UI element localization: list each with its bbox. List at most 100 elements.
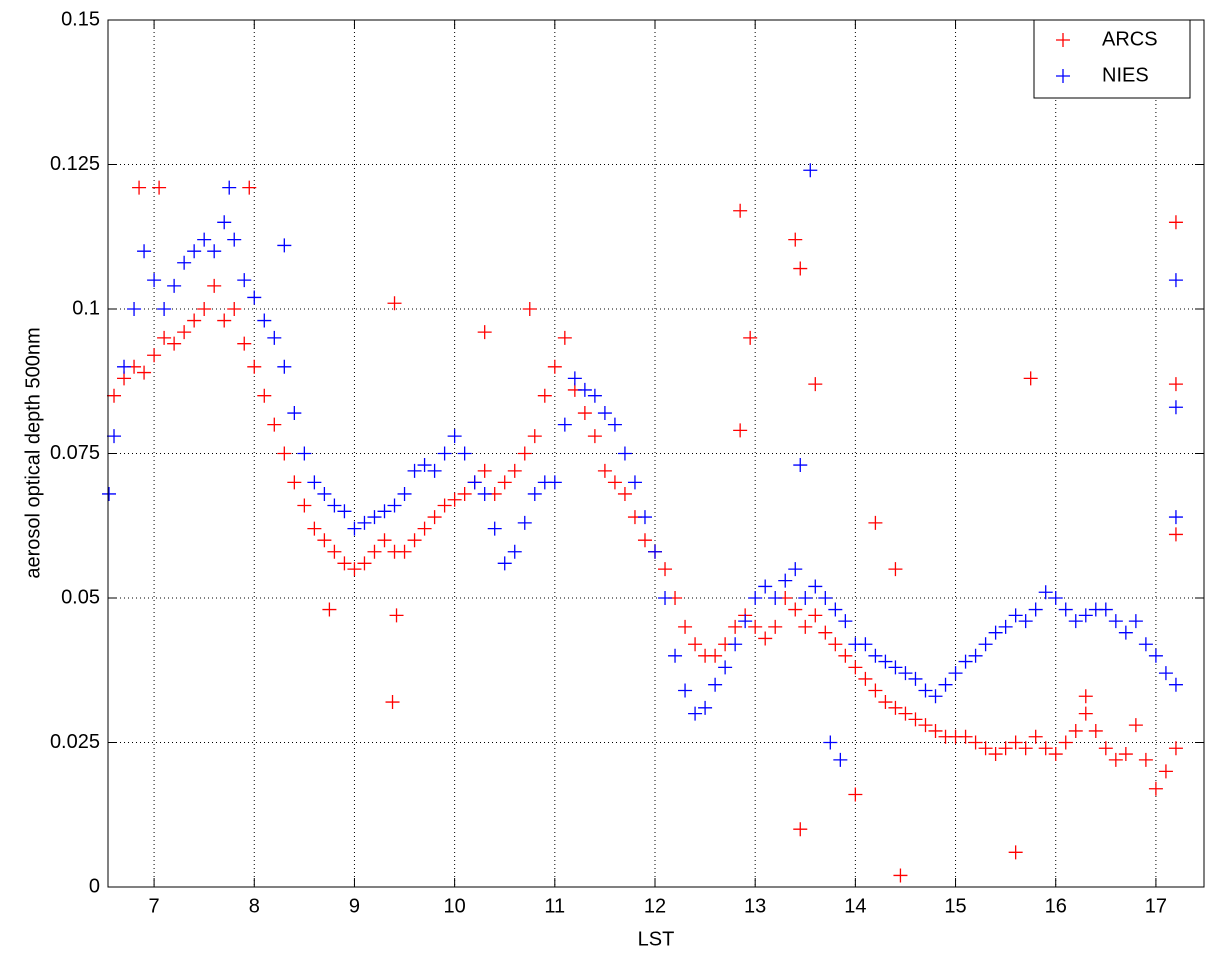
point xyxy=(1023,371,1038,386)
point xyxy=(898,706,913,721)
point xyxy=(1168,400,1183,415)
point xyxy=(878,695,893,710)
point xyxy=(167,278,182,293)
point xyxy=(1138,752,1153,767)
point xyxy=(938,677,953,692)
point xyxy=(167,336,182,351)
point xyxy=(147,273,162,288)
point xyxy=(267,330,282,345)
y-tick-label: 0.15 xyxy=(61,8,100,30)
x-tick-label: 7 xyxy=(149,895,160,917)
point xyxy=(1108,752,1123,767)
point xyxy=(177,255,192,270)
y-tick-label: 0.1 xyxy=(72,297,100,319)
point xyxy=(998,619,1013,634)
point xyxy=(457,486,472,501)
point xyxy=(788,602,803,617)
point xyxy=(1058,735,1073,750)
point xyxy=(297,446,312,461)
point xyxy=(908,671,923,686)
legend-marker xyxy=(1056,33,1070,47)
point xyxy=(1088,723,1103,738)
x-tick-label: 11 xyxy=(544,895,565,917)
x-tick-label: 15 xyxy=(944,895,966,917)
point xyxy=(1118,625,1133,640)
y-tick-label: 0.05 xyxy=(61,586,100,608)
y-tick-label: 0.125 xyxy=(50,153,100,175)
y-tick-label: 0.075 xyxy=(50,442,100,464)
point xyxy=(317,533,332,548)
point xyxy=(928,689,943,704)
point xyxy=(748,619,763,634)
point xyxy=(988,747,1003,762)
y-tick-label: 0 xyxy=(89,875,100,897)
point xyxy=(457,446,472,461)
point xyxy=(577,382,592,397)
point xyxy=(858,637,873,652)
point xyxy=(577,406,592,421)
point xyxy=(968,735,983,750)
point xyxy=(522,302,537,316)
point xyxy=(1048,591,1063,605)
point xyxy=(948,666,963,681)
point xyxy=(1098,741,1113,756)
point xyxy=(222,180,237,195)
point xyxy=(107,429,122,444)
point xyxy=(187,313,202,328)
point xyxy=(1168,677,1183,692)
point xyxy=(848,660,863,675)
point xyxy=(1098,602,1113,617)
point xyxy=(337,556,352,571)
point xyxy=(1128,718,1143,733)
point xyxy=(738,614,753,629)
point xyxy=(743,330,758,345)
point xyxy=(793,261,808,276)
point xyxy=(287,475,302,490)
point xyxy=(968,648,983,663)
point xyxy=(798,619,813,634)
point xyxy=(1168,741,1183,756)
point xyxy=(1148,648,1163,663)
point xyxy=(1148,781,1163,796)
point xyxy=(587,388,602,403)
point xyxy=(808,608,823,623)
point xyxy=(597,463,612,478)
point xyxy=(389,608,404,623)
point xyxy=(858,671,873,686)
point xyxy=(227,232,242,247)
point xyxy=(728,619,743,634)
point xyxy=(385,695,400,710)
point xyxy=(377,504,392,519)
point xyxy=(958,729,973,744)
point xyxy=(978,637,993,652)
point xyxy=(477,325,492,340)
point xyxy=(417,458,432,473)
point xyxy=(477,463,492,478)
point xyxy=(793,458,808,473)
point xyxy=(768,619,783,634)
point xyxy=(197,302,212,316)
point xyxy=(828,637,843,652)
point xyxy=(688,637,703,652)
point xyxy=(658,591,673,605)
point xyxy=(1068,614,1083,629)
point xyxy=(1138,637,1153,652)
point xyxy=(808,579,823,594)
point xyxy=(848,787,863,802)
point xyxy=(708,677,723,692)
point xyxy=(748,591,763,605)
point xyxy=(437,446,452,461)
point xyxy=(127,302,142,316)
point xyxy=(708,648,723,663)
point xyxy=(833,752,848,767)
point xyxy=(1158,666,1173,681)
point xyxy=(647,544,662,559)
point xyxy=(132,180,147,195)
point xyxy=(698,700,713,715)
point xyxy=(733,423,748,438)
point xyxy=(347,521,362,536)
point xyxy=(988,625,1003,640)
point xyxy=(1168,377,1183,392)
point xyxy=(828,602,843,617)
x-tick-label: 16 xyxy=(1045,895,1067,917)
